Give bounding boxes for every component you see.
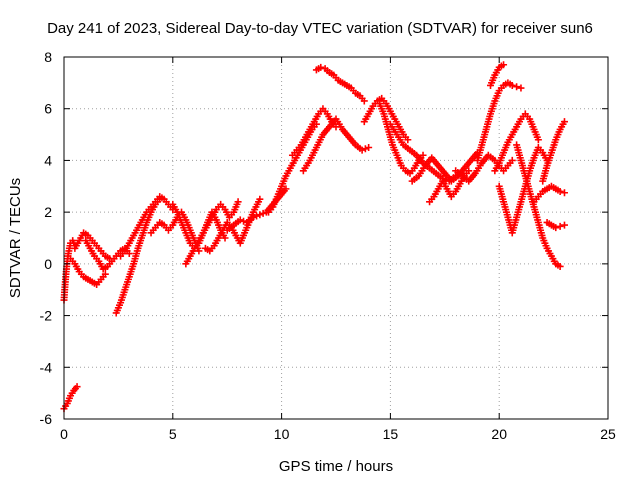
data-point xyxy=(125,250,133,258)
data-point xyxy=(517,84,525,92)
y-tick-label: -2 xyxy=(40,308,53,324)
x-tick-label: 25 xyxy=(600,426,616,442)
data-point xyxy=(513,83,521,91)
data-point xyxy=(556,222,564,230)
x-tick-label: 10 xyxy=(274,426,290,442)
data-point xyxy=(253,212,261,220)
y-tick-label: 4 xyxy=(44,152,52,168)
data-series-3 xyxy=(67,255,109,289)
data-point xyxy=(317,63,325,71)
grid xyxy=(64,57,608,419)
y-tick-label: 0 xyxy=(44,256,52,272)
data-point xyxy=(236,216,244,224)
data-point xyxy=(404,136,412,144)
chart-title: Day 241 of 2023, Sidereal Day-to-day VTE… xyxy=(47,20,593,37)
data-point xyxy=(360,97,368,105)
data-series-18 xyxy=(376,100,427,177)
y-tick-label: -6 xyxy=(40,411,53,427)
data-series-30 xyxy=(543,218,568,232)
y-tick-label: 6 xyxy=(44,101,52,117)
data-point xyxy=(234,198,242,206)
data-point xyxy=(259,209,267,217)
data-point xyxy=(508,81,516,89)
data-series-4 xyxy=(71,229,114,263)
data-point xyxy=(534,136,542,144)
data-point xyxy=(556,187,564,195)
data-series-28 xyxy=(530,182,568,206)
data-series-26 xyxy=(495,144,551,237)
data-point xyxy=(256,195,264,203)
axis-ticks: 0 5 10 15 20 25 -6 -4 -2 0 2 4 6 8 xyxy=(40,49,616,442)
data-point xyxy=(560,118,568,126)
data-point xyxy=(508,156,516,164)
x-tick-label: 0 xyxy=(60,426,68,442)
data-series-23 xyxy=(473,79,525,164)
data-point xyxy=(249,213,257,221)
y-tick-label: 8 xyxy=(44,49,52,65)
data-point xyxy=(419,151,427,159)
data-point xyxy=(556,262,564,270)
x-axis-label: GPS time / hours xyxy=(279,458,393,475)
data-point xyxy=(560,189,568,197)
data-point xyxy=(256,211,264,219)
data-series-15 xyxy=(312,63,368,105)
data-series-16 xyxy=(299,115,373,175)
data-series-9 xyxy=(169,200,229,252)
data-series-29 xyxy=(539,118,568,185)
data-point xyxy=(361,145,369,153)
data-series-25 xyxy=(491,110,542,175)
data-series-13 xyxy=(265,120,320,216)
data-point xyxy=(500,61,508,69)
data-points xyxy=(60,61,568,413)
y-axis-label: SDTVAR / TECUs xyxy=(7,178,24,298)
data-point xyxy=(358,146,366,154)
data-series-7 xyxy=(117,193,177,260)
data-series-24 xyxy=(486,61,508,89)
data-point xyxy=(221,234,229,242)
plot-frame xyxy=(63,56,609,420)
data-point xyxy=(560,221,568,229)
data-point xyxy=(73,383,81,391)
data-point xyxy=(552,224,560,232)
x-tick-label: 15 xyxy=(383,426,399,442)
data-point xyxy=(465,167,473,175)
y-tick-label: -4 xyxy=(40,359,53,375)
x-tick-label: 5 xyxy=(169,426,177,442)
data-series-10 xyxy=(182,198,242,268)
y-tick-label: 2 xyxy=(44,204,52,220)
data-point xyxy=(101,270,109,278)
data-series-20 xyxy=(408,149,481,185)
x-tick-label: 20 xyxy=(491,426,507,442)
data-point xyxy=(365,144,373,151)
